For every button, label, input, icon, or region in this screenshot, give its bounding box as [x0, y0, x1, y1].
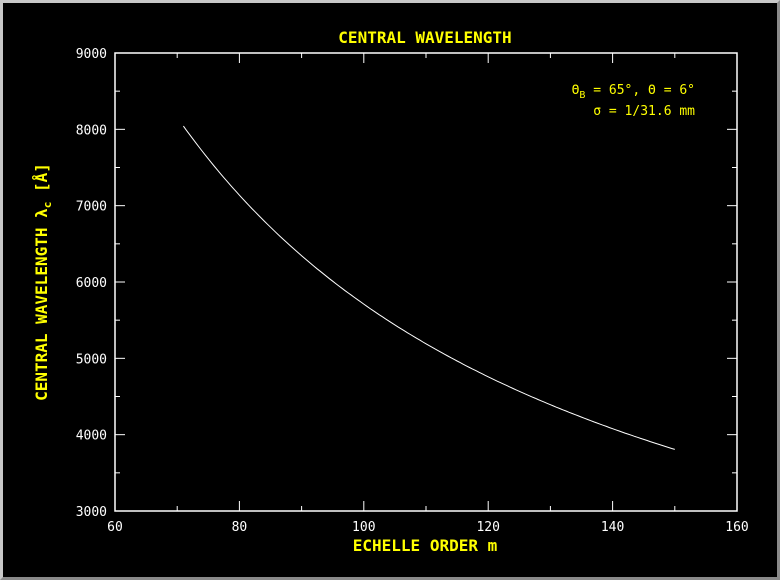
y-axis-label-main: CENTRAL WAVELENGTH λ	[32, 208, 51, 401]
annotation-angles: ΘB = 65°, Θ = 6°	[572, 83, 695, 101]
annotation-grating: σ = 1/31.6 mm	[593, 104, 695, 119]
chart-title: CENTRAL WAVELENGTH	[338, 28, 511, 47]
x-tick-label: 140	[601, 520, 624, 535]
x-tick-label: 120	[476, 520, 499, 535]
y-axis-label: CENTRAL WAVELENGTH λc [Å]	[32, 163, 54, 401]
y-tick-label: 6000	[76, 276, 107, 291]
x-tick-label: 160	[725, 520, 748, 535]
annotation-sub: B	[579, 90, 585, 101]
plot-frame	[114, 52, 738, 512]
y-tick-label: 4000	[76, 429, 107, 444]
y-tick-label: 5000	[76, 352, 107, 367]
y-tick-label: 3000	[76, 505, 107, 520]
x-tick-label: 80	[232, 520, 248, 535]
y-axis-label-sub: c	[41, 202, 54, 209]
x-axis-label: ECHELLE ORDER m	[353, 536, 498, 555]
y-tick-label: 8000	[76, 123, 107, 138]
series-line	[182, 125, 675, 450]
y-tick-label: 9000	[76, 47, 107, 62]
annotation-rest: = 65°, Θ = 6°	[585, 83, 695, 98]
annotation-theta: Θ	[572, 83, 580, 98]
y-axis-label-unit: [Å]	[32, 163, 51, 192]
y-tick-label: 7000	[76, 200, 107, 215]
y-axis-label-group: CENTRAL WAVELENGTH λc [Å]	[32, 163, 54, 401]
x-tick-label: 60	[107, 520, 123, 535]
x-tick-label: 100	[352, 520, 375, 535]
